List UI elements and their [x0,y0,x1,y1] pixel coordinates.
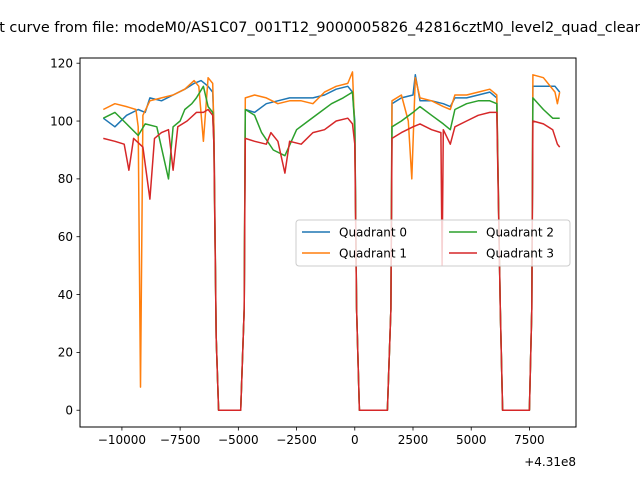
y-tick-label: 80 [58,172,73,186]
legend-label: Quadrant 3 [486,246,554,260]
series-line-quadrant-3 [103,108,561,411]
y-tick-label: 100 [50,114,73,128]
x-tick-label: −10000 [98,433,146,447]
series-layer [102,71,561,411]
y-tick-label: 60 [58,230,73,244]
legend-label: Quadrant 0 [339,225,407,239]
y-tick-label: 40 [58,288,73,302]
legend: Quadrant 0 Quadrant 1 Quadrant 2 Quadrant 3 [295,219,571,267]
x-offset-label: +4.31e8 [524,455,576,469]
y-tick-label: 120 [50,57,73,71]
series-line-quadrant-1 [102,71,561,411]
x-tick-label: 0 [351,433,359,447]
legend-box [295,219,571,267]
x-tick-label: −7500 [160,433,201,447]
legend-label: Quadrant 2 [486,225,554,239]
y-tick-label: 20 [58,346,73,360]
x-tick-label: 2500 [398,433,429,447]
series-line-quadrant-2 [102,85,560,411]
chart-title: Light curve from file: modeM0/AS1C07_001… [0,20,640,36]
x-axis: −10000 −7500 −5000 −2500 0 2500 5000 7500 [98,427,545,447]
x-tick-label: −2500 [276,433,317,447]
y-axis: 0 20 40 60 80 100 120 [50,57,80,418]
x-tick-label: 5000 [456,433,487,447]
plot-frame [79,57,577,428]
series-line-quadrant-0 [102,74,561,411]
x-tick-label: −5000 [218,433,259,447]
legend-label: Quadrant 1 [339,246,407,260]
y-tick-label: 0 [65,404,73,418]
x-tick-label: 7500 [514,433,545,447]
